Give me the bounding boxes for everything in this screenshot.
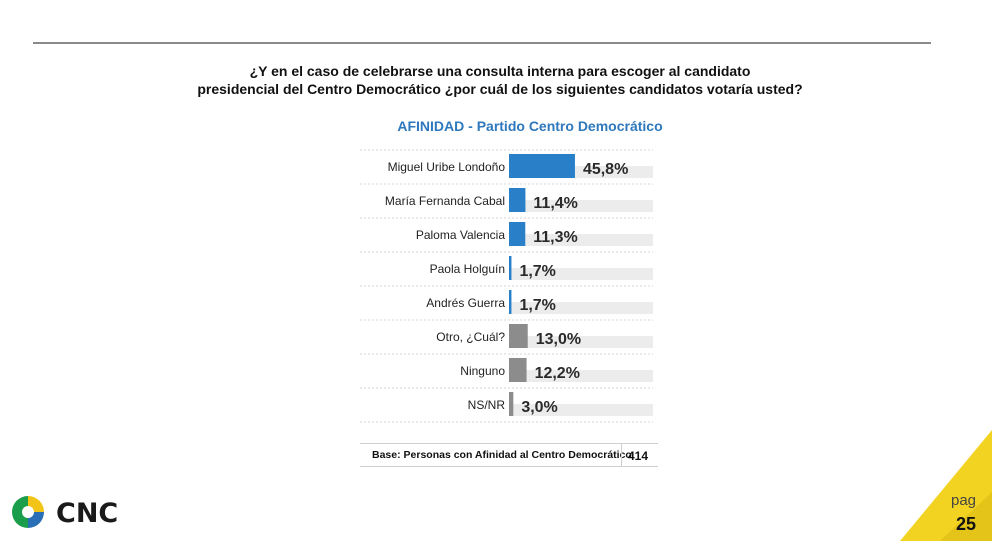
bar (509, 154, 575, 178)
corner-decoration-icon (900, 430, 992, 541)
bar (509, 188, 526, 212)
bar (509, 290, 512, 314)
bar-track (509, 302, 653, 314)
category-label: Miguel Uribe Londoño (388, 160, 506, 174)
survey-question: ¿Y en el caso de celebrarse una consulta… (150, 62, 850, 98)
chart-title: AFINIDAD - Partido Centro Democrático (397, 118, 663, 134)
bar (509, 392, 514, 416)
cnc-logo-mark-icon (12, 496, 44, 528)
value-label: 11,4% (533, 195, 577, 212)
value-label: 3,0% (521, 399, 557, 416)
value-label: 1,7% (519, 263, 555, 280)
category-label: Otro, ¿Cuál? (436, 330, 505, 344)
question-line-1: ¿Y en el caso de celebrarse una consulta… (249, 63, 751, 79)
base-label: Base: Personas con Afinidad al Centro De… (372, 449, 632, 461)
category-label: Ninguno (460, 364, 505, 378)
cnc-logo: CNC (10, 494, 120, 534)
value-label: 11,3% (533, 229, 577, 246)
value-label: 45,8% (583, 161, 628, 178)
top-divider (33, 42, 931, 44)
logo-text: CNC (56, 498, 119, 529)
bar-track (509, 234, 653, 246)
bar-track (509, 404, 653, 416)
page-label: pag (951, 492, 977, 509)
value-label: 12,2% (535, 365, 580, 382)
bar (509, 324, 528, 348)
category-label: Andrés Guerra (426, 296, 505, 310)
category-label: NS/NR (468, 398, 506, 412)
bar-chart: Miguel Uribe Londoño 45,8% María Fernanda … (360, 149, 653, 423)
question-line-2: presidencial del Centro Democrático ¿por… (197, 81, 803, 97)
base-box: Base: Personas con Afinidad al Centro De… (360, 443, 658, 467)
page-number: 25 (956, 514, 977, 534)
base-divider (621, 444, 622, 466)
category-label: María Fernanda Cabal (385, 194, 505, 208)
value-label: 1,7% (519, 297, 555, 314)
category-label: Paloma Valencia (416, 228, 505, 242)
bar-track (509, 370, 653, 382)
bar (509, 256, 512, 280)
category-label: Paola Holguín (430, 262, 505, 276)
bar-track (509, 336, 653, 348)
bar-track (509, 200, 653, 212)
value-label: 13,0% (536, 331, 581, 348)
base-value: 414 (628, 449, 649, 463)
bar (509, 358, 527, 382)
bar-track (509, 268, 653, 280)
bar (509, 222, 526, 246)
